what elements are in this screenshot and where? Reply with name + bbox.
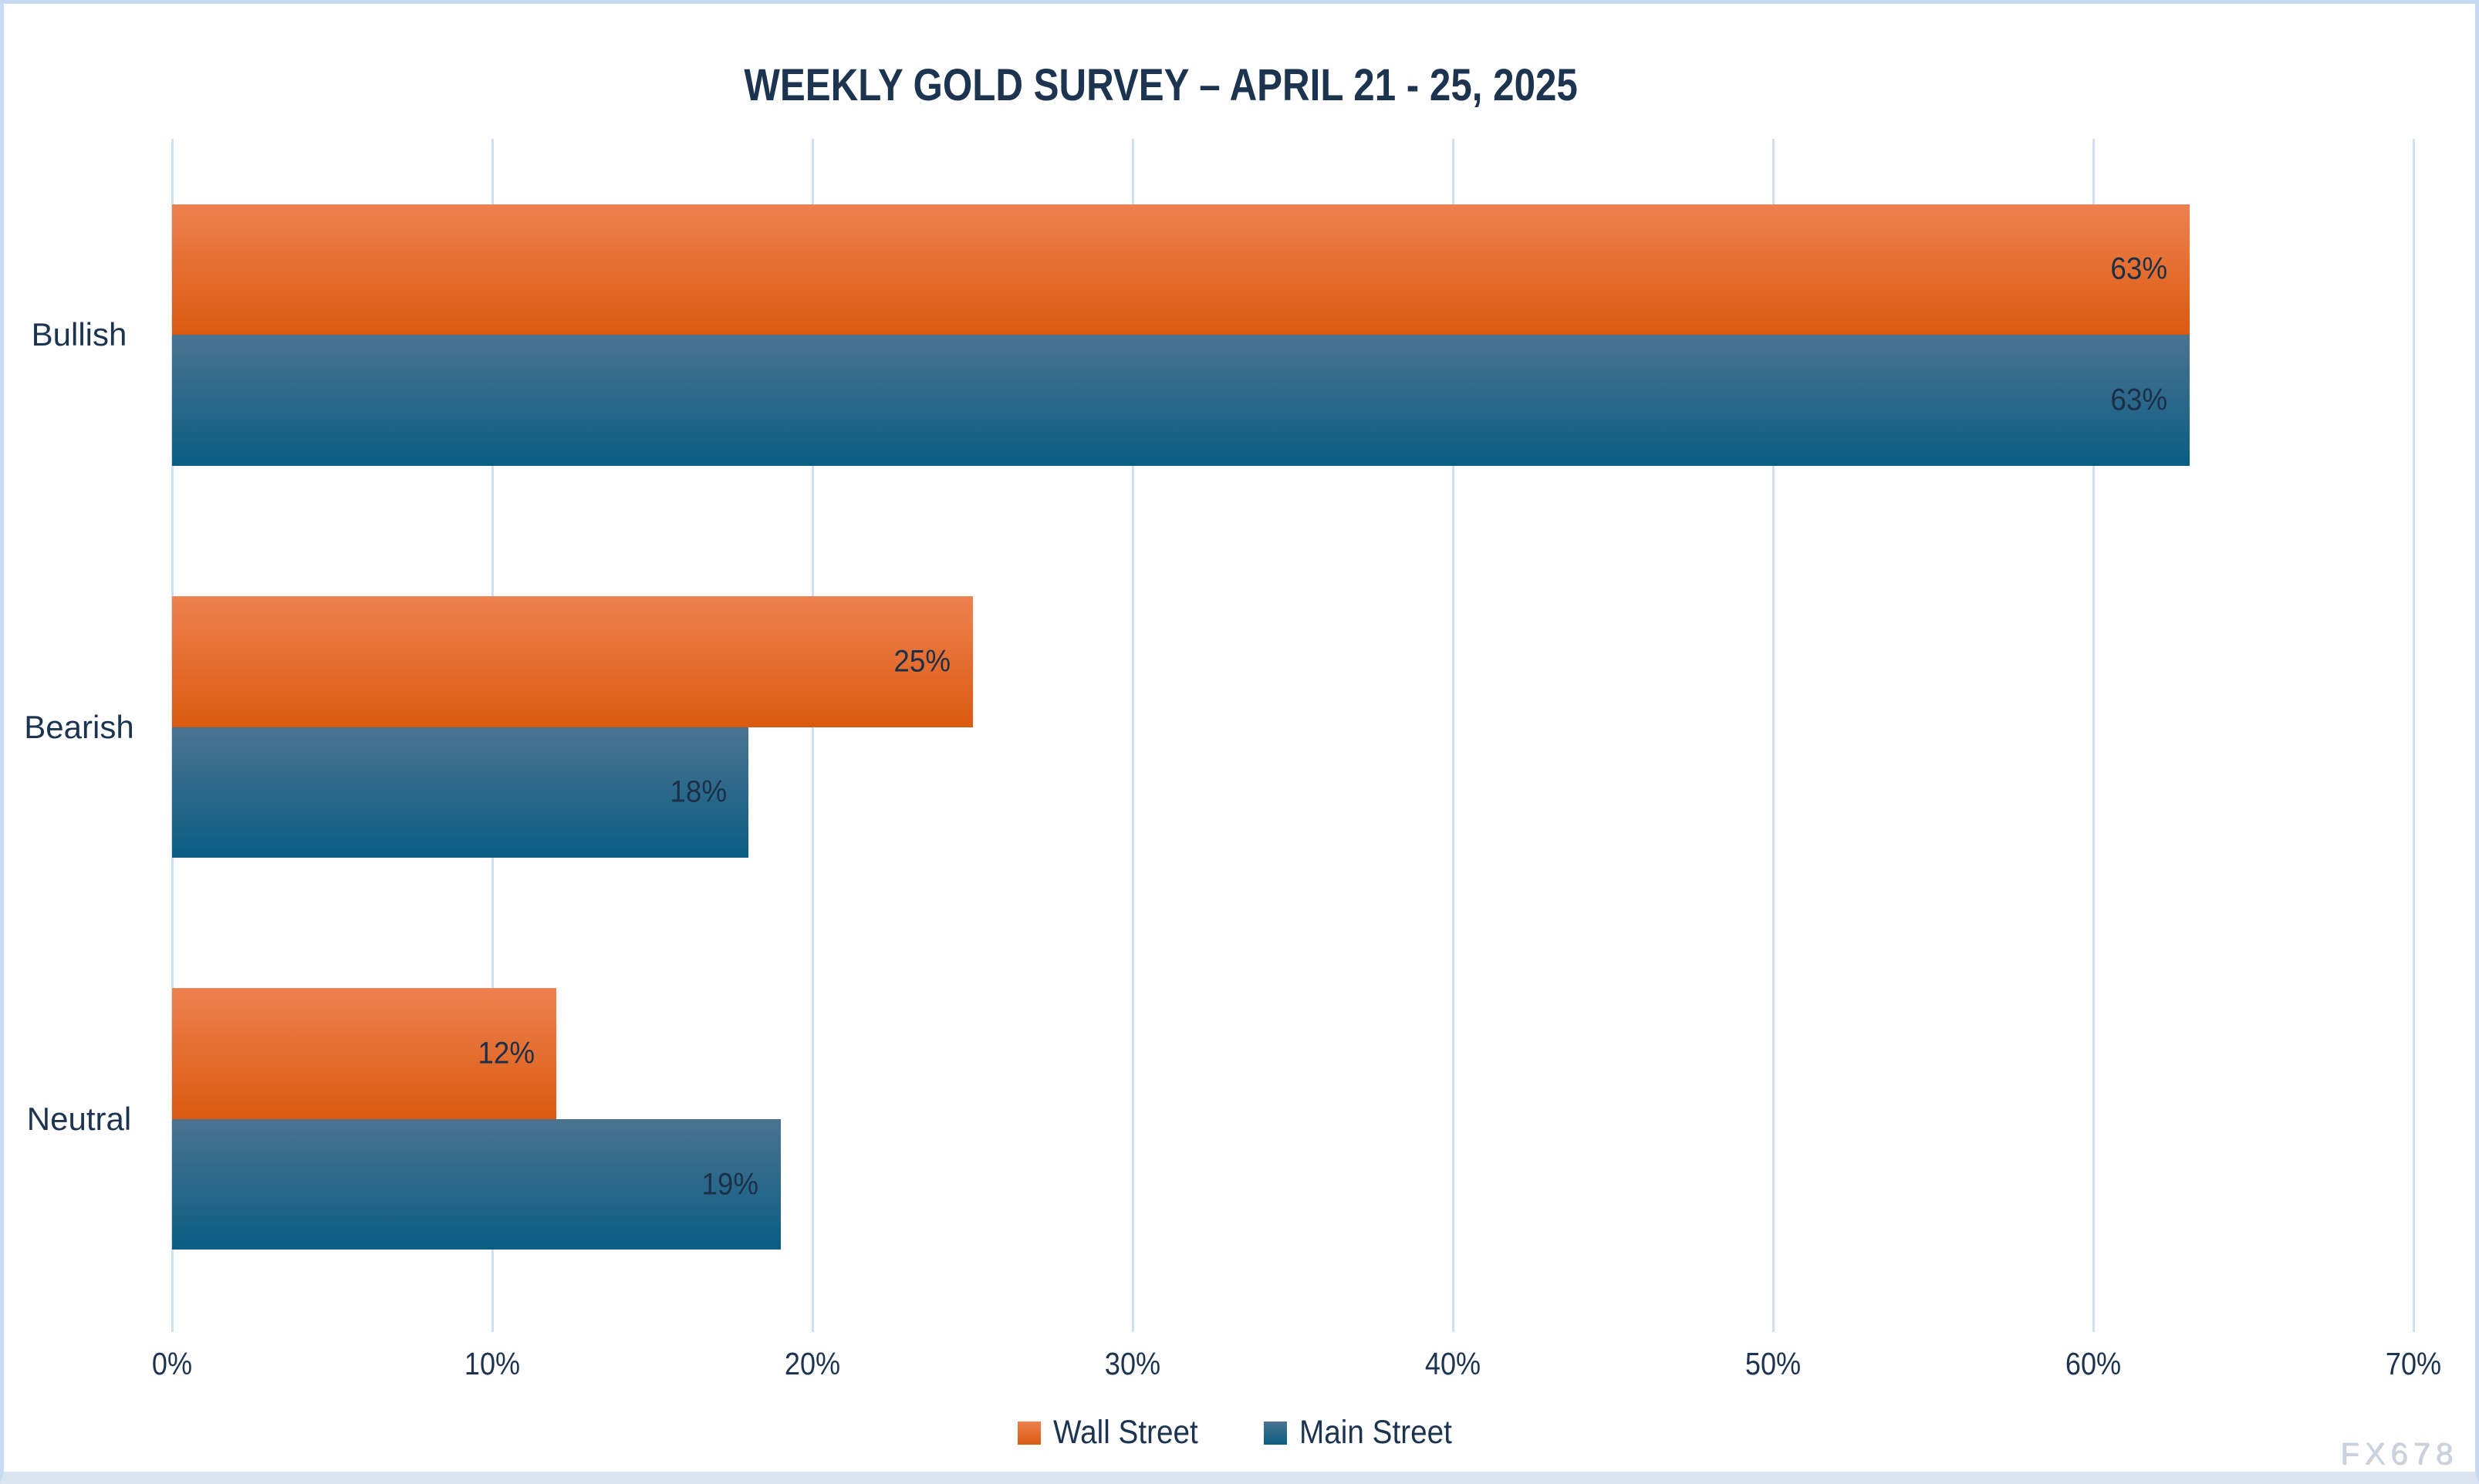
legend-label-main-street: Main Street xyxy=(1299,1414,1452,1451)
legend-swatch-main-street xyxy=(1263,1421,1287,1445)
category-label-bullish: Bullish xyxy=(31,316,127,353)
bar-value-label-wall-street-bearish: 25% xyxy=(893,644,951,679)
legend-item-wall-street: Wall Street xyxy=(1018,1414,1214,1452)
bar-main-street-bullish: 63% xyxy=(172,335,2190,466)
gridline-50- xyxy=(1771,139,1775,1332)
plot-area: 63% 63% 25% 18% 12% 19% xyxy=(171,139,2415,1332)
bar-wall-street-bullish: 63% xyxy=(172,204,2190,336)
x-tick-label-0-: 0% xyxy=(151,1346,193,1381)
x-tick-label-10-: 10% xyxy=(464,1346,521,1381)
category-label-bearish: Bearish xyxy=(24,708,134,745)
chart-title-text: WEEKLY GOLD SURVEY – APRIL 21 - 25, 2025 xyxy=(744,60,1579,110)
gridline-40- xyxy=(1451,139,1454,1332)
bar-wall-street-bearish: 25% xyxy=(172,596,973,727)
category-axis: Bullish Bearish Neutral xyxy=(4,139,172,1315)
legend: Wall Street Main Street xyxy=(4,1414,2475,1452)
gridline-60- xyxy=(2092,139,2095,1332)
legend-item-main-street: Main Street xyxy=(1263,1414,1469,1452)
x-tick-label-70-: 70% xyxy=(2385,1346,2442,1381)
bar-value-label-wall-street-bullish: 63% xyxy=(2110,251,2168,286)
bar-main-street-bearish: 18% xyxy=(172,727,748,858)
x-tick-label-40-: 40% xyxy=(1424,1346,1481,1381)
gridline-20- xyxy=(811,139,814,1332)
legend-swatch-wall-street xyxy=(1018,1421,1042,1445)
bar-value-label-main-street-bearish: 18% xyxy=(670,774,727,809)
legend-label-wall-street: Wall Street xyxy=(1053,1414,1199,1451)
gridline-30- xyxy=(1131,139,1134,1332)
watermark: FX678 xyxy=(2340,1437,2458,1471)
x-tick-label-60-: 60% xyxy=(2065,1346,2122,1381)
x-axis-tick-labels: 0% 10% 20% 30% 40% 50% 60% 70% xyxy=(152,1346,2441,1392)
bar-value-label-wall-street-neutral: 12% xyxy=(478,1036,535,1071)
bar-value-label-main-street-neutral: 19% xyxy=(701,1167,759,1202)
x-tick-label-30-: 30% xyxy=(1104,1346,1161,1381)
x-tick-label-50-: 50% xyxy=(1744,1346,1802,1381)
category-label-neutral: Neutral xyxy=(26,1100,132,1137)
chart-title: WEEKLY GOLD SURVEY – APRIL 21 - 25, 2025 xyxy=(4,59,2319,111)
bar-value-label-main-street-bullish: 63% xyxy=(2110,383,2168,417)
bar-wall-street-neutral: 12% xyxy=(172,988,556,1119)
gridline-70- xyxy=(2412,139,2415,1332)
x-tick-label-20-: 20% xyxy=(784,1346,841,1381)
bar-main-street-neutral: 19% xyxy=(172,1118,781,1250)
